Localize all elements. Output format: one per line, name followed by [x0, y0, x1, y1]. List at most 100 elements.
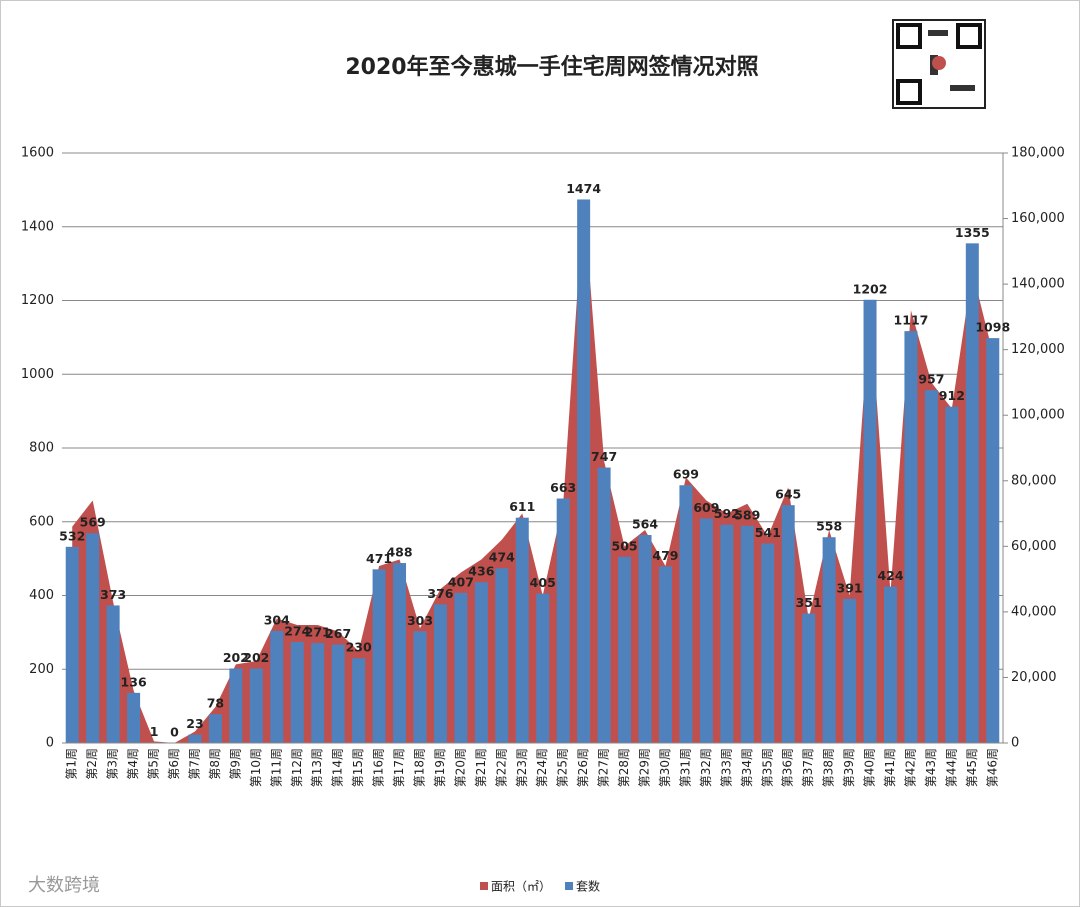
data-label: 541 [755, 525, 781, 540]
x-tick-label: 第1周 [65, 748, 79, 780]
x-tick-label: 第5周 [147, 748, 161, 780]
bar [740, 525, 754, 743]
data-label: 1202 [853, 281, 888, 296]
x-tick-label: 第44周 [944, 748, 958, 787]
data-label: 0 [170, 725, 179, 740]
bar [597, 467, 611, 743]
data-label: 303 [407, 613, 433, 628]
bar [127, 692, 141, 743]
chart-title: 2020年至今惠城一手住宅周网签情况对照 [345, 54, 758, 80]
x-tick-label: 第13周 [310, 748, 324, 787]
data-label: 405 [530, 575, 556, 590]
bar [822, 537, 836, 743]
bar [699, 518, 713, 743]
x-tick-label: 第12周 [290, 748, 304, 787]
x-tick-label: 第42周 [903, 748, 917, 787]
data-label: 611 [509, 499, 535, 514]
data-label: 373 [100, 587, 126, 602]
bar [536, 593, 550, 743]
qr-code [892, 19, 986, 109]
data-label: 505 [612, 538, 638, 553]
x-tick-label: 第31周 [678, 748, 692, 787]
x-tick-label: 第2周 [85, 748, 99, 780]
data-label: 609 [693, 500, 719, 515]
x-tick-label: 第21周 [474, 748, 488, 787]
data-label: 304 [264, 612, 290, 627]
y2-tick-label: 160,000 [1011, 211, 1065, 226]
bar [720, 524, 734, 743]
bar [965, 243, 979, 743]
x-tick-label: 第34周 [740, 748, 754, 787]
y-tick-label: 600 [29, 514, 54, 529]
data-label: 136 [121, 674, 147, 689]
bar [372, 569, 386, 743]
bar [474, 582, 488, 743]
x-tick-label: 第35周 [760, 748, 774, 787]
x-tick-label: 第43周 [924, 748, 938, 787]
data-label: 230 [346, 640, 372, 655]
bar [556, 498, 570, 743]
x-tick-label: 第11周 [269, 748, 283, 787]
bar [761, 543, 775, 743]
data-label: 479 [652, 548, 678, 563]
data-label: 663 [550, 480, 576, 495]
x-tick-label: 第40周 [863, 748, 877, 787]
x-tick-label: 第29周 [638, 748, 652, 787]
data-label: 267 [325, 626, 351, 641]
y-tick-label: 800 [29, 441, 54, 456]
x-tick-label: 第23周 [515, 748, 529, 787]
watermark: 大数跨境 [28, 875, 100, 896]
data-label: 558 [816, 519, 842, 534]
y2-tick-label: 120,000 [1011, 342, 1065, 357]
bar [249, 668, 263, 743]
bar [802, 613, 816, 743]
bar [86, 533, 100, 743]
y2-tick-label: 20,000 [1011, 670, 1057, 685]
x-tick-label: 第39周 [842, 748, 856, 787]
data-label: 376 [427, 586, 453, 601]
bar [904, 331, 918, 743]
y-tick-label: 200 [29, 662, 54, 677]
bar [863, 299, 877, 743]
bar [65, 546, 79, 743]
bar [781, 505, 795, 743]
data-label: 645 [775, 487, 801, 502]
data-label: 699 [673, 467, 699, 482]
data-label: 1 [150, 724, 159, 739]
bar [924, 390, 938, 743]
x-tick-label: 第25周 [556, 748, 570, 787]
y2-tick-label: 80,000 [1011, 473, 1057, 488]
x-tick-label: 第16周 [372, 748, 386, 787]
data-label: 407 [448, 574, 474, 589]
data-label: 1117 [894, 313, 929, 328]
bar [188, 734, 202, 743]
x-tick-label: 第6周 [167, 748, 181, 780]
bar [290, 641, 304, 743]
x-tick-label: 第17周 [392, 748, 406, 787]
y-tick-label: 0 [46, 736, 54, 751]
bar [495, 568, 509, 743]
data-label: 271 [305, 625, 331, 640]
data-label: 957 [918, 372, 944, 387]
legend-swatch [565, 882, 574, 890]
bar [843, 598, 857, 743]
data-label: 592 [714, 506, 740, 521]
legend-label: 套数 [576, 879, 600, 894]
bar [454, 592, 468, 743]
bar [577, 199, 591, 743]
data-label: 569 [80, 515, 106, 530]
x-tick-label: 第24周 [535, 748, 549, 787]
bar [515, 517, 529, 743]
data-label: 471 [366, 551, 392, 566]
y2-tick-label: 180,000 [1011, 146, 1065, 161]
x-tick-label: 第36周 [781, 748, 795, 787]
bar [658, 566, 672, 743]
x-tick-label: 第26周 [576, 748, 590, 787]
bar [945, 406, 959, 743]
x-tick-label: 第33周 [719, 748, 733, 787]
data-label: 351 [796, 595, 822, 610]
x-tick-label: 第41周 [883, 748, 897, 787]
y2-tick-label: 60,000 [1011, 539, 1057, 554]
x-tick-label: 第20周 [453, 748, 467, 787]
data-label: 202 [243, 650, 269, 665]
